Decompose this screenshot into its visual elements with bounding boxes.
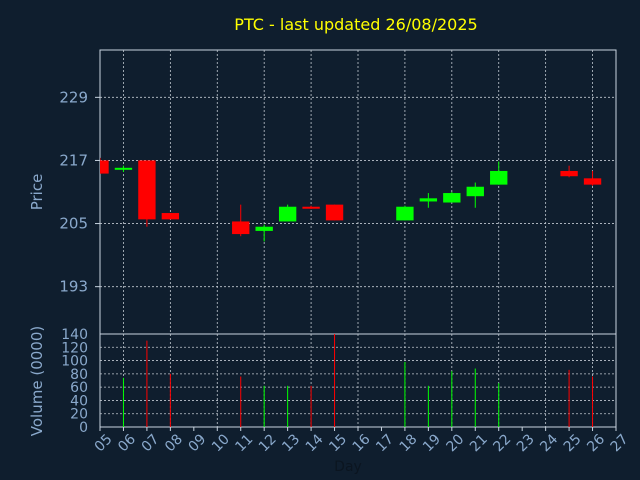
x-tick-label: 17 <box>373 431 397 455</box>
candle-19 <box>419 193 438 208</box>
x-axis-label: Day <box>334 459 362 475</box>
candle-body <box>325 204 344 221</box>
candle-26 <box>583 170 602 186</box>
x-tick-label: 12 <box>256 431 280 455</box>
x-tick-label: 19 <box>420 431 444 455</box>
candle-body <box>161 213 180 220</box>
candle-body <box>583 178 602 185</box>
candle-25 <box>560 165 578 178</box>
candle-14 <box>302 205 320 209</box>
x-tick-label: 26 <box>584 431 608 455</box>
x-tick-label: 23 <box>514 431 538 455</box>
candle-body <box>100 160 109 174</box>
x-tick-label: 10 <box>209 431 233 455</box>
candle-06 <box>114 165 133 173</box>
x-tick-label: 27 <box>608 431 632 455</box>
candle-08 <box>161 213 180 220</box>
volume-axis-label: Volume (0000) <box>28 326 46 436</box>
candle-05 <box>100 157 109 174</box>
price-tick-label: 193 <box>59 278 88 296</box>
candle-21 <box>466 182 484 208</box>
volume-tick-label: 0 <box>79 420 88 436</box>
candle-13 <box>278 204 297 222</box>
candle-12 <box>255 224 273 242</box>
x-tick-label: 14 <box>303 431 327 455</box>
x-tick-label: 05 <box>92 431 116 455</box>
candle-20 <box>443 192 461 203</box>
x-tick-label: 21 <box>467 431 491 455</box>
candle-body <box>396 206 414 221</box>
price-axis-label: Price <box>28 174 46 211</box>
x-tick-label: 24 <box>537 431 561 455</box>
x-tick-label: 18 <box>397 431 421 455</box>
x-tick-label: 11 <box>232 431 256 455</box>
volume-tick-label: 100 <box>61 354 88 370</box>
x-tick-label: 16 <box>350 431 374 455</box>
candle-body <box>443 193 461 203</box>
x-tick-label: 20 <box>444 431 468 455</box>
volume-tick-label: 120 <box>61 340 88 356</box>
candle-body <box>138 160 156 220</box>
candle-body <box>490 170 508 185</box>
x-tick-label: 25 <box>561 431 585 455</box>
volume-tick-label: 80 <box>70 367 88 383</box>
candle-body <box>302 206 320 209</box>
price-panel: 193 205 217 229 <box>59 49 617 335</box>
candles <box>100 157 602 242</box>
x-axis: 05 06 07 08 09 10 11 12 13 14 15 16 17 18 19 20 21 22 23 24… <box>92 427 632 455</box>
candle-18 <box>396 205 414 221</box>
volume-tick-label: 40 <box>70 393 88 409</box>
candle-15 <box>325 204 344 221</box>
candle-body <box>232 221 250 235</box>
candle-body <box>255 226 273 231</box>
candle-11 <box>232 204 250 237</box>
candle-body <box>114 167 133 170</box>
candle-body <box>419 198 438 202</box>
x-tick-label: 08 <box>162 431 186 455</box>
price-tick-label: 217 <box>59 151 88 169</box>
candle-07 <box>138 160 156 227</box>
candle-body <box>560 170 578 177</box>
price-tick-label: 205 <box>59 215 88 233</box>
candle-body <box>278 206 297 222</box>
x-tick-label: 07 <box>139 431 163 455</box>
candle-body <box>466 186 484 197</box>
volume-tick-label: 20 <box>70 407 88 423</box>
x-tick-label: 22 <box>490 431 514 455</box>
x-tick-label: 13 <box>279 431 303 455</box>
candle-22 <box>490 161 508 185</box>
chart-title: PTC - last updated 26/08/2025 <box>234 15 477 34</box>
price-tick-label: 229 <box>59 88 88 106</box>
volume-tick-label: 140 <box>61 327 88 343</box>
x-tick-label: 06 <box>115 431 139 455</box>
x-tick-label: 09 <box>186 431 210 455</box>
x-tick-label: 15 <box>326 431 350 455</box>
volume-tick-label: 60 <box>70 380 88 396</box>
